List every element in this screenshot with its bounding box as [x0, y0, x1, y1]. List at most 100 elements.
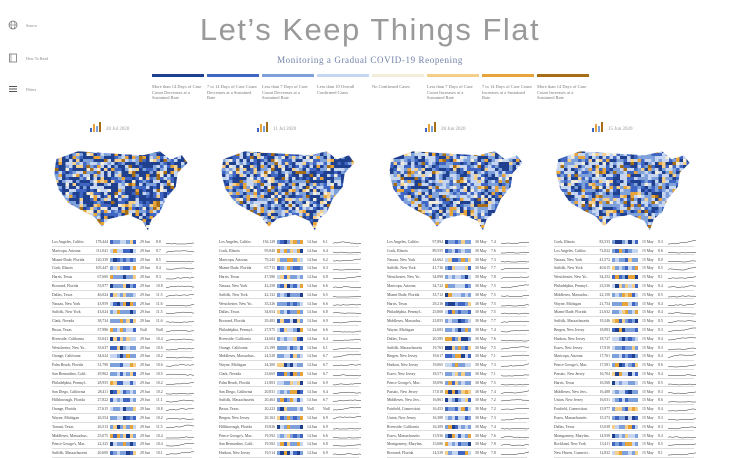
county-name: Maricopa, Arizona — [52, 249, 94, 253]
doubling-value: 7.4 — [491, 328, 501, 332]
county-name: Hudson, New Jersey — [387, 363, 429, 367]
trend-line — [333, 336, 361, 342]
county-name: Cook, Illinois — [387, 249, 429, 253]
case-count: 19,065 — [429, 363, 445, 367]
start-date: 15 May — [638, 398, 658, 402]
start-date: 29 Jun — [136, 390, 156, 394]
case-count: 15,686 — [429, 442, 445, 446]
county-name: Hillsborough, Florida — [52, 398, 94, 402]
status-history-bar — [612, 328, 638, 332]
case-count: 25,800 — [429, 310, 445, 314]
status-history-bar — [277, 346, 303, 350]
status-history-bar — [277, 398, 303, 402]
sidebar-item-how-to-read[interactable]: How To Read — [8, 53, 48, 63]
case-count: 95,840 — [261, 249, 277, 253]
county-name: Wayne, Michigan — [52, 416, 94, 420]
county-name: Dallas, Texas — [52, 293, 94, 297]
status-history-bar — [612, 407, 638, 411]
trend-line — [166, 292, 194, 298]
case-count: 19,592 — [261, 434, 277, 438]
doubling-value: 8.3 — [658, 390, 668, 394]
case-count: 18,571 — [429, 372, 445, 376]
start-date: 15 May — [638, 266, 658, 270]
case-count: 21,632 — [596, 310, 612, 314]
trend-line — [166, 309, 194, 315]
county-name: Fairfield, Connecticut — [387, 407, 429, 411]
case-count: 40,615 — [596, 266, 612, 270]
trend-line — [166, 441, 194, 447]
case-count: 16,488 — [596, 390, 612, 394]
status-history-bar — [110, 381, 136, 385]
county-name: Bergen, New Jersey — [387, 354, 429, 358]
county-name: Tarrant, Texas — [52, 425, 94, 429]
county-name: Harris, Texas — [554, 381, 596, 385]
status-history-bar — [445, 372, 471, 376]
county-name: Harris, Texas — [219, 275, 261, 279]
county-name: Clark, Nevada — [52, 319, 94, 323]
mini-bar-chart-icon — [257, 122, 269, 132]
start-date: 15 May — [638, 346, 658, 350]
status-history-bar — [110, 284, 136, 288]
status-history-bar — [612, 284, 638, 288]
county-name: Cook, Illinois — [219, 249, 261, 253]
doubling-value: 10.2 — [156, 416, 166, 420]
status-history-bar — [110, 293, 136, 297]
start-date: 29 Jun — [136, 434, 156, 438]
county-name: Suffolk, New York — [219, 293, 261, 297]
start-date: 15 May — [638, 434, 658, 438]
status-history-bar — [445, 266, 471, 270]
case-count: 111,041 — [94, 249, 110, 253]
doubling-value: 8.4 — [658, 310, 668, 314]
start-date: 14 Jun — [303, 258, 323, 262]
doubling-value: 7.6 — [491, 337, 501, 341]
sidebar-item-filters[interactable]: Filters — [8, 84, 36, 94]
county-name: Middlesex, New Jers.. — [554, 390, 596, 394]
case-count: 43,024 — [94, 310, 110, 314]
status-history-bar — [445, 302, 471, 306]
case-count: 72,022 — [596, 249, 612, 253]
county-name: Los Angeles, Califor.. — [219, 240, 261, 244]
start-date: 30 May — [471, 346, 491, 350]
case-count: 16,031 — [596, 398, 612, 402]
case-count: 17,910 — [596, 346, 612, 350]
status-history-bar — [110, 451, 136, 455]
trend-line — [668, 248, 696, 254]
county-name: Westchester, New Yo.. — [554, 275, 596, 279]
panel-date-header: 28 Jun 2020 — [425, 122, 465, 132]
status-history-bar — [110, 302, 136, 306]
case-count: 17,018 — [429, 390, 445, 394]
county-name: Philadelphia, Pennsyl.. — [554, 284, 596, 288]
case-count: 67,713 — [261, 266, 277, 270]
trend-line — [668, 441, 696, 447]
doubling-value: 7.8 — [491, 275, 501, 279]
start-date: 14 Jun — [303, 363, 323, 367]
trend-line — [668, 309, 696, 315]
doubling-value: 8.5 — [156, 258, 166, 262]
case-count: 83,533 — [596, 240, 612, 244]
trend-line — [668, 239, 696, 245]
trend-line — [333, 283, 361, 289]
county-name: Riverside, California — [219, 337, 261, 341]
start-date: 14 Jun — [303, 416, 323, 420]
start-date: 14 Jun — [303, 240, 323, 244]
status-history-bar — [445, 337, 471, 341]
trend-line — [668, 274, 696, 280]
doubling-value: 7.2 — [491, 398, 501, 402]
start-date: 29 Jun — [136, 416, 156, 420]
sidebar-item-source[interactable]: Source — [8, 20, 37, 30]
start-date: 14 Jun — [303, 346, 323, 350]
globe-icon — [8, 20, 18, 30]
start-date: 29 Jun — [136, 302, 156, 306]
doubling-value: 11.6 — [156, 319, 166, 323]
start-date: 29 Jun — [136, 266, 156, 270]
case-count: 42,258 — [261, 284, 277, 288]
start-date: 14 Jun — [303, 310, 323, 314]
doubling-value: 8.5 — [658, 293, 668, 297]
case-count: 136,129 — [261, 240, 277, 244]
start-date: 29 Jun — [136, 337, 156, 341]
status-history-bar — [277, 407, 303, 411]
case-count: 22,158 — [596, 293, 612, 297]
trend-line — [333, 327, 361, 333]
case-count: 19,826 — [261, 425, 277, 429]
status-history-bar — [612, 249, 638, 253]
